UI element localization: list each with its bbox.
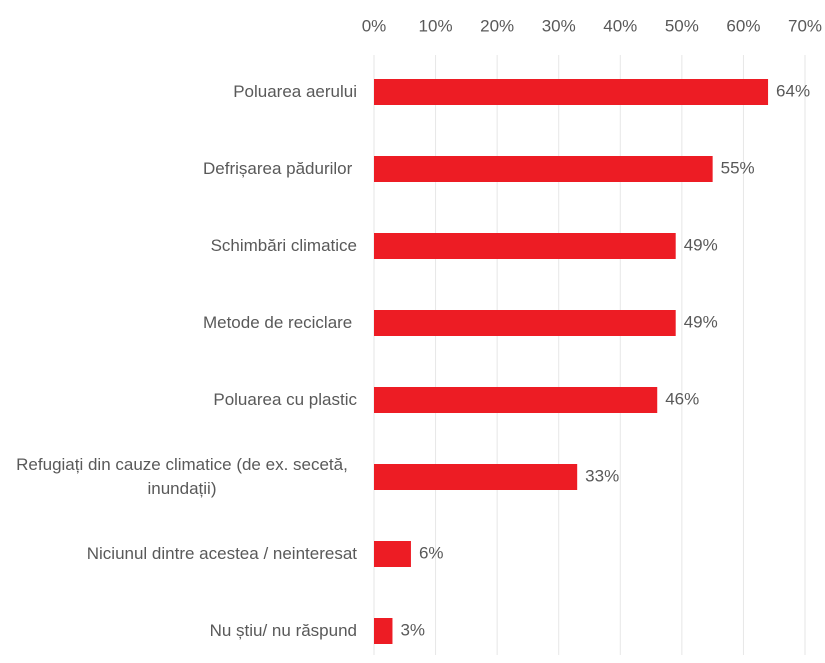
- category-box: Defrișarea pădurilor: [0, 157, 357, 181]
- category-box: Poluarea cu plastic: [0, 388, 357, 412]
- y-tick-label: Defrișarea pădurilor: [202, 159, 357, 178]
- y-tick-label: Metode de reciclare: [202, 313, 357, 332]
- x-tick-label: 70%: [788, 16, 822, 35]
- y-tick-label: Schimbări climatice: [210, 236, 357, 255]
- value-label: 6%: [419, 543, 444, 562]
- bar: [374, 464, 578, 490]
- bar: [374, 156, 713, 182]
- category-box: Refugiați din cauze climatice (de ex. se…: [0, 453, 357, 501]
- x-tick-label: 50%: [665, 16, 699, 35]
- category-box: Metode de reciclare: [0, 311, 357, 335]
- value-label: 49%: [684, 312, 718, 331]
- y-tick-label: Poluarea aerului: [233, 82, 357, 101]
- bar: [374, 618, 393, 644]
- x-tick-label: 0%: [362, 16, 387, 35]
- bar: [374, 541, 411, 567]
- bar: [374, 387, 658, 413]
- value-label: 33%: [585, 466, 619, 485]
- value-label: 64%: [776, 81, 810, 100]
- y-tick-label: Niciunul dintre acestea / neinteresat: [86, 544, 357, 563]
- x-tick-label: 40%: [603, 16, 637, 35]
- bar: [374, 233, 676, 259]
- category-box: Niciunul dintre acestea / neinteresat: [0, 542, 357, 566]
- y-tick-label: Nu știu/ nu răspund: [209, 621, 357, 640]
- y-tick-label: Poluarea cu plastic: [213, 390, 357, 409]
- category-box: Poluarea aerului: [0, 80, 357, 104]
- category-box: Nu știu/ nu răspund: [0, 619, 357, 643]
- x-tick-label: 60%: [726, 16, 760, 35]
- bar: [374, 310, 676, 336]
- value-label: 46%: [665, 389, 699, 408]
- bar: [374, 79, 769, 105]
- category-box: Schimbări climatice: [0, 234, 357, 258]
- x-tick-label: 30%: [542, 16, 576, 35]
- value-label: 55%: [721, 158, 755, 177]
- y-tick-label: Refugiați din cauze climatice (de ex. se…: [16, 455, 353, 498]
- x-tick-label: 10%: [419, 16, 453, 35]
- value-label: 3%: [400, 620, 425, 639]
- x-tick-label: 20%: [480, 16, 514, 35]
- value-label: 49%: [684, 235, 718, 254]
